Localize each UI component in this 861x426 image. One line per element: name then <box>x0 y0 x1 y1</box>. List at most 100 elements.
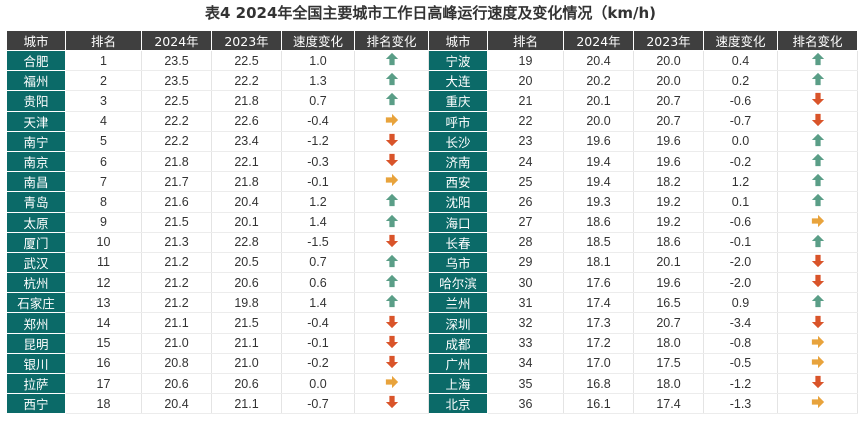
speed-change-cell: 0.9 <box>703 292 778 314</box>
speed-2024-cell: 18.6 <box>563 212 634 233</box>
rank-cell: 20 <box>487 70 564 92</box>
city-cell: 重庆 <box>428 90 488 112</box>
rank-cell: 31 <box>487 292 564 314</box>
rank-change-cell <box>354 393 429 415</box>
rank-change-cell <box>354 90 429 112</box>
city-cell: 济南 <box>428 150 488 173</box>
rank-cell: 26 <box>487 191 564 213</box>
speed-2024-cell: 17.0 <box>563 353 634 375</box>
speed-2023-cell: 21.1 <box>211 333 282 354</box>
speed-2023-cell: 22.6 <box>211 111 282 132</box>
city-cell: 深圳 <box>428 312 488 334</box>
speed-2024-cell: 23.5 <box>141 70 212 92</box>
speed-2023-cell: 16.5 <box>633 292 704 314</box>
speed-2024-cell: 21.5 <box>141 212 212 233</box>
rank-cell: 33 <box>487 333 564 354</box>
arrow-down-icon <box>385 315 399 332</box>
city-cell: 北京 <box>428 393 488 415</box>
arrow-up-icon <box>385 274 399 291</box>
speed-change-cell: 0.2 <box>703 70 778 92</box>
rank-cell: 13 <box>65 292 142 314</box>
speed-2023-cell: 20.7 <box>633 90 704 112</box>
rank-cell: 4 <box>65 111 142 132</box>
arrow-right-icon <box>385 375 399 392</box>
speed-change-cell: -0.3 <box>281 151 355 173</box>
speed-2024-cell: 20.2 <box>563 70 634 92</box>
rank-change-cell <box>354 312 429 334</box>
speed-2024-cell: 21.2 <box>141 252 212 274</box>
table-row: 青岛 8 21.6 20.4 1.2 沈阳 26 19.3 19.2 0.1 <box>6 191 858 213</box>
speed-change-cell: -1.3 <box>703 393 778 415</box>
rank-change-cell <box>777 232 858 253</box>
speed-2024-cell: 16.8 <box>563 373 634 395</box>
speed-2023-cell: 20.7 <box>633 312 704 334</box>
arrow-up-icon <box>811 173 825 190</box>
table-row: 武汉 11 21.2 20.5 0.7 乌市 29 18.1 20.1 -2.0 <box>6 251 858 274</box>
rank-change-cell <box>777 50 858 72</box>
speed-change-cell: -1.2 <box>703 373 778 395</box>
rank-change-cell <box>777 90 858 112</box>
rank-cell: 3 <box>65 90 142 112</box>
speed-2024-cell: 17.4 <box>563 292 634 314</box>
rank-cell: 34 <box>487 353 564 375</box>
city-cell: 石家庄 <box>6 292 66 314</box>
arrow-down-icon <box>811 375 825 392</box>
rank-cell: 11 <box>65 252 142 274</box>
table-row: 福州 2 23.5 22.2 1.3 大连 20 20.2 20.0 0.2 <box>6 70 858 92</box>
arrow-up-icon <box>385 193 399 210</box>
city-cell: 郑州 <box>6 312 66 334</box>
arrow-down-icon <box>385 133 399 150</box>
arrow-up-icon <box>385 214 399 231</box>
arrow-up-icon <box>811 153 825 170</box>
header-row: 城市 排名 2024年 2023年 速度变化 排名变化 城市 排名 2024年 … <box>6 30 858 51</box>
header-speed-change: 速度变化 <box>281 30 355 51</box>
speed-change-cell: 1.4 <box>281 292 355 314</box>
arrow-up-icon <box>811 133 825 150</box>
speed-2024-cell: 20.0 <box>563 111 634 132</box>
rank-change-cell <box>354 151 429 173</box>
arrow-up-icon <box>385 72 399 89</box>
rank-change-cell <box>777 353 858 375</box>
table-row: 厦门 10 21.3 22.8 -1.5 长春 28 18.5 18.6 -0.1 <box>6 231 858 253</box>
header-rank-change: 排名变化 <box>777 30 858 51</box>
arrow-right-icon <box>811 355 825 372</box>
speed-2023-cell: 20.1 <box>633 252 704 274</box>
speed-2023-cell: 18.0 <box>633 333 704 354</box>
city-cell: 合肥 <box>6 49 66 72</box>
header-2024: 2024年 <box>141 30 212 51</box>
table-row: 西宁 18 20.4 21.1 -0.7 北京 36 16.1 17.4 -1.3 <box>6 393 858 415</box>
header-rank-change: 排名变化 <box>354 30 429 51</box>
rank-cell: 1 <box>65 50 142 72</box>
arrow-down-icon <box>385 335 399 352</box>
speed-2023-cell: 20.0 <box>633 70 704 92</box>
rank-change-cell <box>777 252 858 274</box>
city-cell: 南宁 <box>6 130 66 152</box>
speed-2023-cell: 22.2 <box>211 70 282 92</box>
speed-change-cell: -1.2 <box>281 131 355 152</box>
speed-change-cell: -1.5 <box>281 232 355 253</box>
rank-change-cell <box>354 50 429 72</box>
rank-cell: 19 <box>487 50 564 72</box>
rank-cell: 10 <box>65 232 142 253</box>
rank-cell: 5 <box>65 131 142 152</box>
rank-change-cell <box>354 353 429 375</box>
speed-2023-cell: 18.0 <box>633 373 704 395</box>
speed-2024-cell: 21.2 <box>141 292 212 314</box>
speed-change-cell: 1.2 <box>703 171 778 193</box>
arrow-up-icon <box>385 52 399 69</box>
arrow-up-icon <box>811 193 825 210</box>
speed-2024-cell: 19.4 <box>563 171 634 193</box>
arrow-down-icon <box>811 113 825 130</box>
arrow-up-icon <box>811 234 825 251</box>
arrow-right-icon <box>811 214 825 231</box>
speed-2023-cell: 20.0 <box>633 50 704 72</box>
speed-2023-cell: 20.6 <box>211 272 282 294</box>
arrow-up-icon <box>385 254 399 271</box>
rank-change-cell <box>777 292 858 314</box>
speed-2023-cell: 20.6 <box>211 373 282 395</box>
rank-change-cell <box>777 212 858 233</box>
city-cell: 拉萨 <box>6 372 66 395</box>
rank-change-cell <box>777 272 858 294</box>
speed-2023-cell: 22.8 <box>211 232 282 253</box>
rank-cell: 32 <box>487 312 564 334</box>
